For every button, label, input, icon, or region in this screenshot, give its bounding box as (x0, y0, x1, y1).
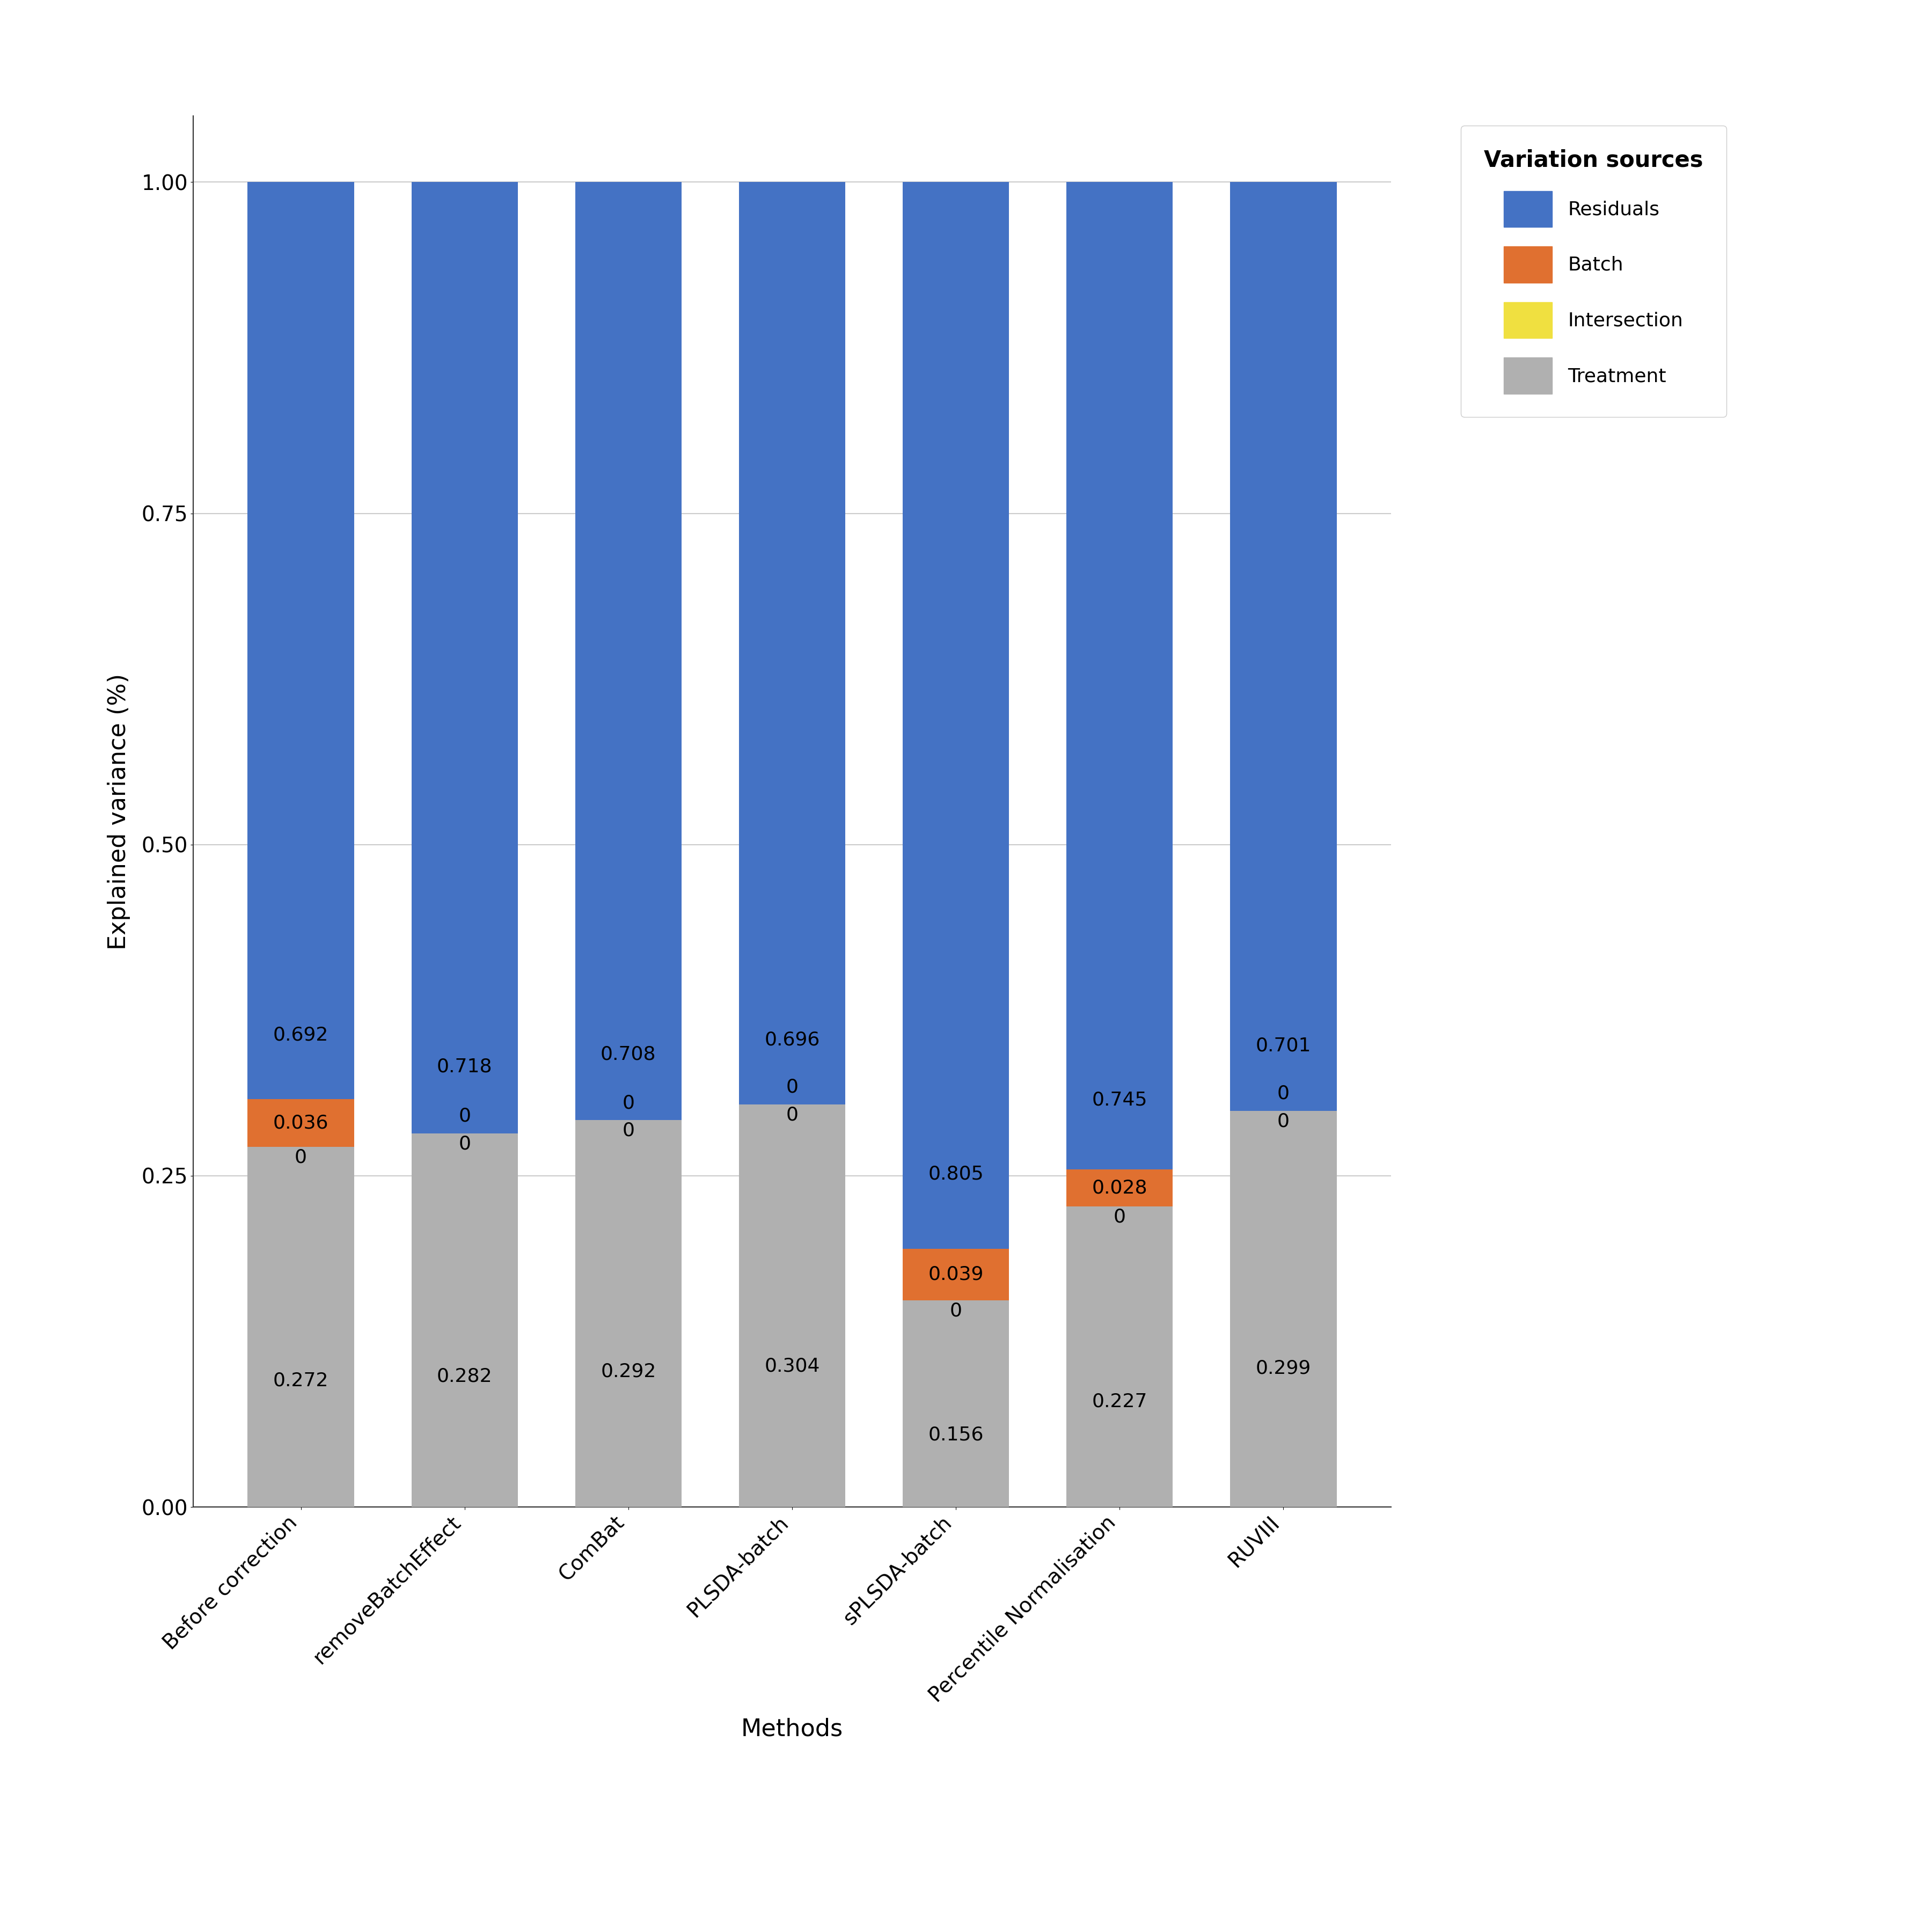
Text: 0: 0 (1113, 1208, 1126, 1227)
Bar (412, 182, 518, 1134)
Bar (1231, 182, 1337, 1111)
Text: 0.745: 0.745 (1092, 1092, 1148, 1109)
Bar (247, 182, 354, 1099)
Text: 0: 0 (1277, 1084, 1289, 1103)
Bar (1231, 1111, 1337, 1507)
Text: 0.299: 0.299 (1256, 1360, 1312, 1378)
Text: 0.696: 0.696 (765, 1030, 819, 1049)
Bar (902, 182, 1009, 1248)
Bar (247, 1146, 354, 1507)
Text: 0.708: 0.708 (601, 1045, 657, 1065)
Text: 0: 0 (622, 1122, 634, 1140)
Text: 0: 0 (458, 1107, 471, 1124)
Text: 0.036: 0.036 (272, 1113, 328, 1132)
Text: 0.282: 0.282 (437, 1368, 493, 1385)
Text: 0: 0 (786, 1078, 798, 1095)
Text: 0.039: 0.039 (927, 1265, 983, 1283)
Bar (412, 1134, 518, 1507)
Text: 0.304: 0.304 (765, 1356, 819, 1376)
Bar (902, 1300, 1009, 1507)
Text: 0: 0 (622, 1094, 634, 1113)
Bar (738, 182, 846, 1105)
Text: 0.701: 0.701 (1256, 1037, 1312, 1055)
Bar (902, 1248, 1009, 1300)
Bar (738, 1105, 846, 1507)
Bar (1066, 182, 1173, 1169)
Text: 0.292: 0.292 (601, 1362, 657, 1381)
X-axis label: Methods: Methods (742, 1718, 842, 1741)
Text: 0: 0 (951, 1302, 962, 1320)
Text: 0.227: 0.227 (1092, 1393, 1148, 1410)
Text: 0.272: 0.272 (272, 1372, 328, 1389)
Bar (247, 1099, 354, 1146)
Bar (1066, 1206, 1173, 1507)
Bar (576, 182, 682, 1121)
Text: 0: 0 (458, 1134, 471, 1153)
Text: 0: 0 (1277, 1113, 1289, 1130)
Y-axis label: Explained variance (%): Explained variance (%) (106, 672, 129, 951)
Text: 0: 0 (296, 1148, 307, 1167)
Text: 0.805: 0.805 (927, 1165, 983, 1182)
Legend: Residuals, Batch, Intersection, Treatment: Residuals, Batch, Intersection, Treatmen… (1461, 126, 1727, 417)
Text: 0.718: 0.718 (437, 1057, 493, 1076)
Bar (576, 1121, 682, 1507)
Text: 0.156: 0.156 (927, 1426, 983, 1443)
Bar (1066, 1169, 1173, 1206)
Text: 0.028: 0.028 (1092, 1179, 1148, 1196)
Text: 0.692: 0.692 (272, 1026, 328, 1043)
Text: 0: 0 (786, 1105, 798, 1124)
